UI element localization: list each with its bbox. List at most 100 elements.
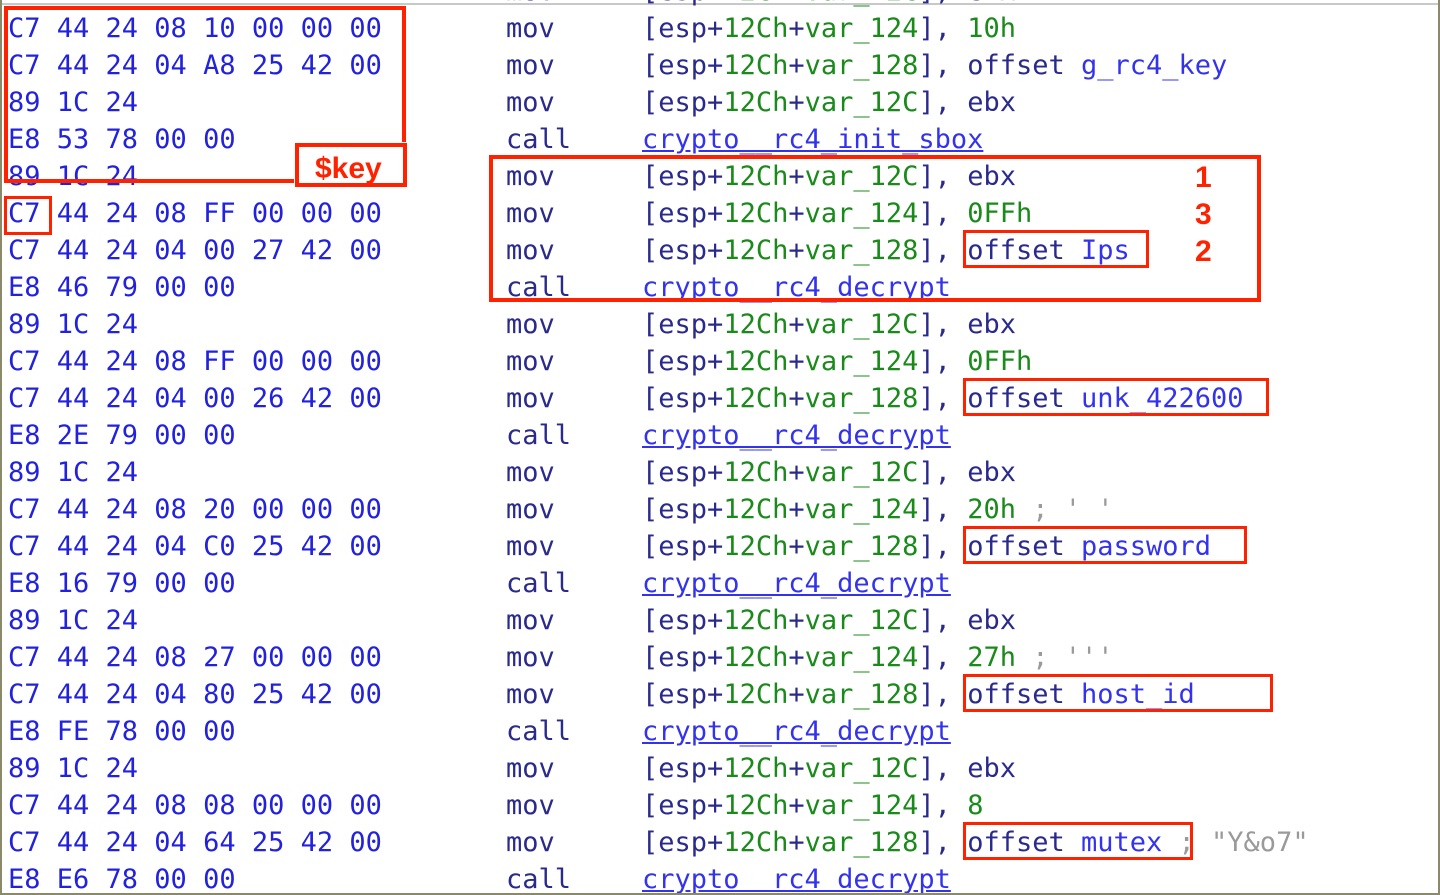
row-operands: [esp+12Ch+var_128], offset Ips — [642, 235, 1130, 266]
listing-row-clipped: mov [esp+12Ch+var_12C], ebx — [2, 0, 1438, 10]
row-mnemonic: mov — [506, 605, 555, 636]
row-bytes: E8 2E 79 00 00 — [8, 420, 236, 451]
row-mnemonic: call — [506, 272, 572, 303]
annotation-number-2: 2 — [1195, 235, 1212, 268]
row-bytes: E8 53 78 00 00 — [8, 124, 236, 155]
annotation-number-1: 1 — [1195, 161, 1212, 194]
row-bytes: 89 1C 24 — [8, 161, 139, 192]
listing-row[interactable]: 89 1C 24 mov [esp+12Ch+var_12C], ebx — [2, 750, 1438, 787]
row-mnemonic: mov — [506, 13, 555, 44]
annotation-number-3: 3 — [1195, 198, 1212, 231]
row-bytes: E8 FE 78 00 00 — [8, 716, 236, 747]
row-operands: [esp+12Ch+var_12C], ebx — [642, 457, 1016, 488]
row-operands: [esp+12Ch+var_12C], ebx — [642, 87, 1016, 118]
row-bytes: C7 44 24 04 64 25 42 00 — [8, 827, 382, 858]
listing-row[interactable]: 89 1C 24 mov [esp+12Ch+var_12C], ebx — [2, 158, 1438, 195]
row-operands: [esp+12Ch+var_124], 27h ; ''' — [642, 642, 1114, 673]
listing-row[interactable]: C7 44 24 08 10 00 00 00 mov [esp+12Ch+var_… — [2, 10, 1438, 47]
row-operands: [esp+12Ch+var_128], offset g_rc4_key — [642, 50, 1228, 81]
listing-row[interactable]: C7 44 24 04 00 27 42 00 mov [esp+12Ch+var_… — [2, 232, 1438, 269]
listing-row[interactable]: E8 E6 78 00 00 call crypto__rc4_decrypt — [2, 861, 1438, 895]
row-operands: crypto__rc4_decrypt — [642, 568, 951, 599]
row-operands: crypto__rc4_decrypt — [642, 420, 951, 451]
row-mnemonic: call — [506, 124, 572, 155]
row-operands: crypto__rc4_init_sbox — [642, 124, 984, 155]
listing-row[interactable]: 89 1C 24 mov [esp+12Ch+var_12C], ebx — [2, 84, 1438, 121]
row-bytes: E8 16 79 00 00 — [8, 568, 236, 599]
viewport-top-rule — [2, 3, 1438, 5]
row-bytes: E8 E6 78 00 00 — [8, 864, 236, 895]
row-operands: [esp+12Ch+var_12C], ebx — [642, 309, 1016, 340]
row-mnemonic: mov — [506, 50, 555, 81]
listing-row[interactable]: E8 FE 78 00 00 call crypto__rc4_decrypt — [2, 713, 1438, 750]
row-bytes: 89 1C 24 — [8, 605, 139, 636]
row-mnemonic: call — [506, 420, 572, 451]
listing-row[interactable]: C7 44 24 04 00 26 42 00 mov [esp+12Ch+var_… — [2, 380, 1438, 417]
row-bytes: C7 44 24 04 C0 25 42 00 — [8, 531, 382, 562]
row-bytes: C7 44 24 08 10 00 00 00 — [8, 13, 382, 44]
row-operands: [esp+12Ch+var_124], 20h ; ' ' — [642, 494, 1114, 525]
annotation-label-key: $key — [315, 152, 382, 185]
listing-row[interactable]: C7 44 24 08 FF 00 00 00 mov [esp+12Ch+var_… — [2, 195, 1438, 232]
row-mnemonic: mov — [506, 383, 555, 414]
row-mnemonic: mov — [506, 198, 555, 229]
listing-row[interactable]: C7 44 24 08 27 00 00 00 mov [esp+12Ch+var_… — [2, 639, 1438, 676]
row-mnemonic: mov — [506, 457, 555, 488]
listing-row[interactable]: C7 44 24 04 A8 25 42 00 mov [esp+12Ch+var_… — [2, 47, 1438, 84]
row-operands: [esp+12Ch+var_12C], ebx — [642, 0, 1016, 10]
listing-row[interactable]: C7 44 24 04 80 25 42 00 mov [esp+12Ch+var_… — [2, 676, 1438, 713]
row-mnemonic: mov — [506, 87, 555, 118]
row-bytes: 89 1C 24 — [8, 457, 139, 488]
row-bytes: C7 44 24 04 00 27 42 00 — [8, 235, 382, 266]
listing-row[interactable]: C7 44 24 08 20 00 00 00 mov [esp+12Ch+var_… — [2, 491, 1438, 528]
row-mnemonic: mov — [506, 531, 555, 562]
listing-row[interactable]: C7 44 24 04 64 25 42 00 mov [esp+12Ch+var_… — [2, 824, 1438, 861]
row-mnemonic: call — [506, 568, 572, 599]
row-mnemonic: mov — [506, 642, 555, 673]
row-operands: [esp+12Ch+var_12C], ebx — [642, 605, 1016, 636]
row-mnemonic: call — [506, 864, 572, 895]
listing-row[interactable]: 89 1C 24 mov [esp+12Ch+var_12C], ebx — [2, 602, 1438, 639]
listing-row[interactable]: 89 1C 24 mov [esp+12Ch+var_12C], ebx — [2, 454, 1438, 491]
listing-row[interactable]: C7 44 24 04 C0 25 42 00 mov [esp+12Ch+var_… — [2, 528, 1438, 565]
row-operands: [esp+12Ch+var_128], offset password — [642, 531, 1212, 562]
listing-row[interactable]: E8 46 79 00 00 call crypto__rc4_decrypt — [2, 269, 1438, 306]
row-operands: [esp+12Ch+var_12C], ebx — [642, 753, 1016, 784]
row-mnemonic: mov — [506, 827, 555, 858]
row-operands: crypto__rc4_decrypt — [642, 272, 951, 303]
row-operands: [esp+12Ch+var_128], offset unk_422600 — [642, 383, 1244, 414]
row-operands: [esp+12Ch+var_12C], ebx — [642, 161, 1016, 192]
row-bytes: C7 44 24 04 00 26 42 00 — [8, 383, 382, 414]
row-bytes: C7 44 24 08 FF 00 00 00 — [8, 198, 382, 229]
listing-row[interactable]: C7 44 24 08 FF 00 00 00 mov [esp+12Ch+var_… — [2, 343, 1438, 380]
listing-row[interactable]: E8 53 78 00 00 call crypto__rc4_init_sbox — [2, 121, 1438, 158]
row-bytes: 89 1C 24 — [8, 753, 139, 784]
row-operands: [esp+12Ch+var_124], 0FFh — [642, 198, 1033, 229]
row-mnemonic: mov — [506, 346, 555, 377]
row-operands: crypto__rc4_decrypt — [642, 716, 951, 747]
row-mnemonic: mov — [506, 235, 555, 266]
row-bytes: C7 44 24 04 80 25 42 00 — [8, 679, 382, 710]
row-operands: [esp+12Ch+var_124], 0FFh — [642, 346, 1033, 377]
row-mnemonic: mov — [506, 0, 555, 10]
row-mnemonic: mov — [506, 309, 555, 340]
row-bytes: C7 44 24 08 20 00 00 00 — [8, 494, 382, 525]
row-mnemonic: mov — [506, 161, 555, 192]
row-operands: [esp+12Ch+var_128], offset mutex ; "Y&o7… — [642, 827, 1309, 858]
listing-row[interactable]: E8 2E 79 00 00 call crypto__rc4_decrypt — [2, 417, 1438, 454]
row-operands: [esp+12Ch+var_124], 10h — [642, 13, 1016, 44]
row-bytes: C7 44 24 08 08 00 00 00 — [8, 790, 382, 821]
row-mnemonic: mov — [506, 494, 555, 525]
listing-row[interactable]: 89 1C 24 mov [esp+12Ch+var_12C], ebx — [2, 306, 1438, 343]
row-operands: [esp+12Ch+var_124], 8 — [642, 790, 984, 821]
row-bytes: 89 1C 24 — [8, 309, 139, 340]
row-mnemonic: call — [506, 716, 572, 747]
listing-row[interactable]: E8 16 79 00 00 call crypto__rc4_decrypt — [2, 565, 1438, 602]
row-mnemonic: mov — [506, 753, 555, 784]
row-bytes: C7 44 24 08 27 00 00 00 — [8, 642, 382, 673]
listing-row[interactable]: C7 44 24 08 08 00 00 00 mov [esp+12Ch+var_… — [2, 787, 1438, 824]
row-bytes: C7 44 24 08 FF 00 00 00 — [8, 346, 382, 377]
row-operands: [esp+12Ch+var_128], offset host_id — [642, 679, 1195, 710]
